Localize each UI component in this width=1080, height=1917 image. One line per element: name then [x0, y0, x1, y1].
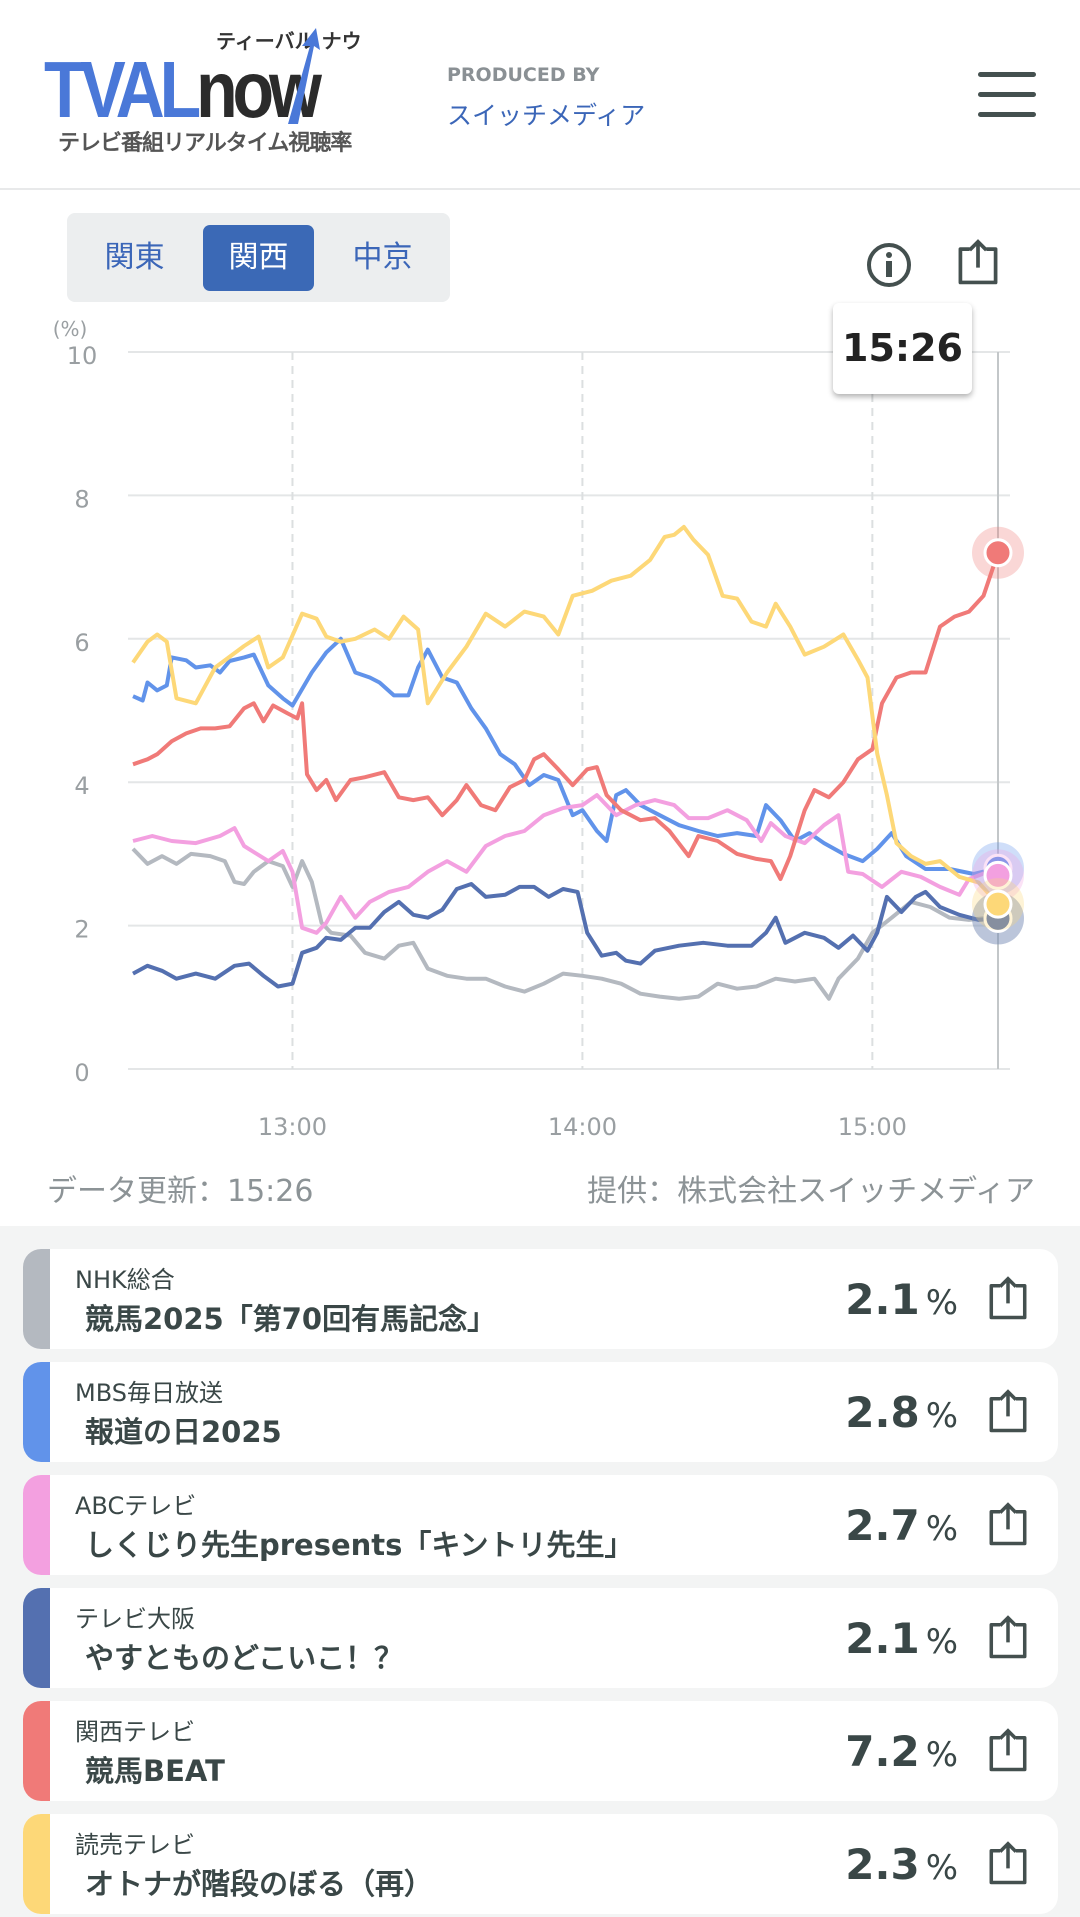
- channel-card[interactable]: NHK総合 競馬2025「第70回有馬記念」 2.1%: [23, 1249, 1058, 1349]
- channel-color-bar: [23, 1701, 50, 1801]
- x-tick-label: 14:00: [548, 1113, 617, 1141]
- channel-name: 読売テレビ: [75, 1831, 195, 1859]
- channel-color-bar: [23, 1475, 50, 1575]
- share-icon[interactable]: [986, 1388, 1030, 1436]
- x-tick-label: 13:00: [258, 1113, 327, 1141]
- producer-link[interactable]: スイッチメディア: [447, 101, 646, 130]
- hamburger-icon[interactable]: [978, 72, 1036, 118]
- channel-color-bar: [23, 1588, 50, 1688]
- channel-card[interactable]: ABCテレビ しくじり先生presents「キントリ先生」 2.7%: [23, 1475, 1058, 1575]
- y-tick-label: 6: [74, 629, 89, 657]
- info-icon[interactable]: [864, 240, 914, 290]
- program-title: やすとものどこいこ！？: [85, 1641, 404, 1675]
- series-end-point: [983, 860, 1013, 890]
- ratings-line-chart[interactable]: (%) 0 2 4 6 8 10 13:00 14:00 15:00: [0, 320, 1080, 1160]
- series-line: [132, 636, 999, 876]
- channel-card[interactable]: テレビ大阪 やすとものどこいこ！？ 2.1%: [23, 1588, 1058, 1688]
- y-tick-label: 10: [67, 342, 98, 370]
- share-icon[interactable]: [986, 1275, 1030, 1323]
- region-tabs: 関東 関西 中京: [67, 213, 450, 302]
- tvalnow-logo[interactable]: ティーバル ナウ TVALnow テレビ番組リアルタイム視聴率: [44, 28, 384, 160]
- channel-name: ABCテレビ: [75, 1492, 197, 1520]
- y-axis-unit: (%): [53, 320, 88, 341]
- y-tick-label: 4: [74, 772, 89, 800]
- rating-value: 2.1%: [845, 1614, 958, 1663]
- x-tick-label: 15:00: [838, 1113, 907, 1141]
- channel-card[interactable]: 読売テレビ オトナが階段のぼる（再） 2.3%: [23, 1814, 1058, 1914]
- program-title: しくじり先生presents「キントリ先生」: [85, 1528, 634, 1562]
- channel-card[interactable]: 関西テレビ 競馬BEAT 7.2%: [23, 1701, 1058, 1801]
- series-line: [131, 524, 1000, 906]
- tab-kanto[interactable]: 関東: [104, 240, 165, 275]
- series-end-point: [983, 889, 1013, 919]
- program-title: 競馬BEAT: [85, 1754, 225, 1788]
- rating-value: 2.3%: [845, 1840, 958, 1889]
- program-title: オトナが階段のぼる（再）: [85, 1867, 434, 1901]
- share-icon[interactable]: [986, 1501, 1030, 1549]
- series-line: [131, 847, 999, 1001]
- logo-wordmark: TVALnow: [44, 45, 322, 134]
- y-tick-label: 8: [74, 485, 89, 513]
- share-icon[interactable]: [986, 1727, 1030, 1775]
- app-header: ティーバル ナウ TVALnow テレビ番組リアルタイム視聴率 PRODUCED…: [0, 0, 1080, 190]
- y-tick-label: 2: [74, 916, 89, 944]
- rating-value: 2.8%: [845, 1388, 958, 1437]
- share-icon[interactable]: [986, 1840, 1030, 1888]
- logo-subtitle: テレビ番組リアルタイム視聴率: [58, 131, 352, 156]
- time-tooltip: 15:26: [833, 303, 972, 394]
- series-line: [132, 882, 999, 989]
- y-tick-label: 0: [74, 1059, 89, 1087]
- data-source-label: 提供：株式会社スイッチメディア: [587, 1174, 1035, 1209]
- program-title: 競馬2025「第70回有馬記念」: [85, 1302, 497, 1336]
- channel-name: テレビ大阪: [75, 1605, 195, 1633]
- share-icon[interactable]: [986, 1614, 1030, 1662]
- channel-color-bar: [23, 1814, 50, 1914]
- channel-color-bar: [23, 1249, 50, 1349]
- produced-by-label: PRODUCED BY: [447, 64, 600, 86]
- data-updated-label: データ更新：15:26: [47, 1174, 314, 1209]
- tab-kansai[interactable]: 関西: [203, 225, 314, 291]
- rating-value: 2.7%: [845, 1501, 958, 1550]
- arrow-up-icon: [288, 28, 320, 124]
- channel-name: MBS毎日放送: [75, 1379, 223, 1407]
- channel-color-bar: [23, 1362, 50, 1462]
- channel-list: NHK総合 競馬2025「第70回有馬記念」 2.1% MBS毎日放送 報道の日…: [0, 1226, 1080, 1917]
- share-icon[interactable]: [953, 238, 1003, 288]
- series-line: [132, 793, 999, 935]
- rating-value: 2.1%: [845, 1275, 958, 1324]
- rating-value: 7.2%: [845, 1727, 958, 1776]
- channel-card[interactable]: MBS毎日放送 報道の日2025 2.8%: [23, 1362, 1058, 1462]
- tab-chukyo[interactable]: 中京: [352, 240, 413, 275]
- series-line: [132, 552, 1000, 881]
- program-title: 報道の日2025: [85, 1415, 282, 1449]
- logo-kana: ティーバル ナウ: [216, 29, 362, 53]
- channel-name: NHK総合: [75, 1266, 175, 1294]
- series-end-point: [983, 538, 1013, 568]
- channel-name: 関西テレビ: [75, 1718, 195, 1746]
